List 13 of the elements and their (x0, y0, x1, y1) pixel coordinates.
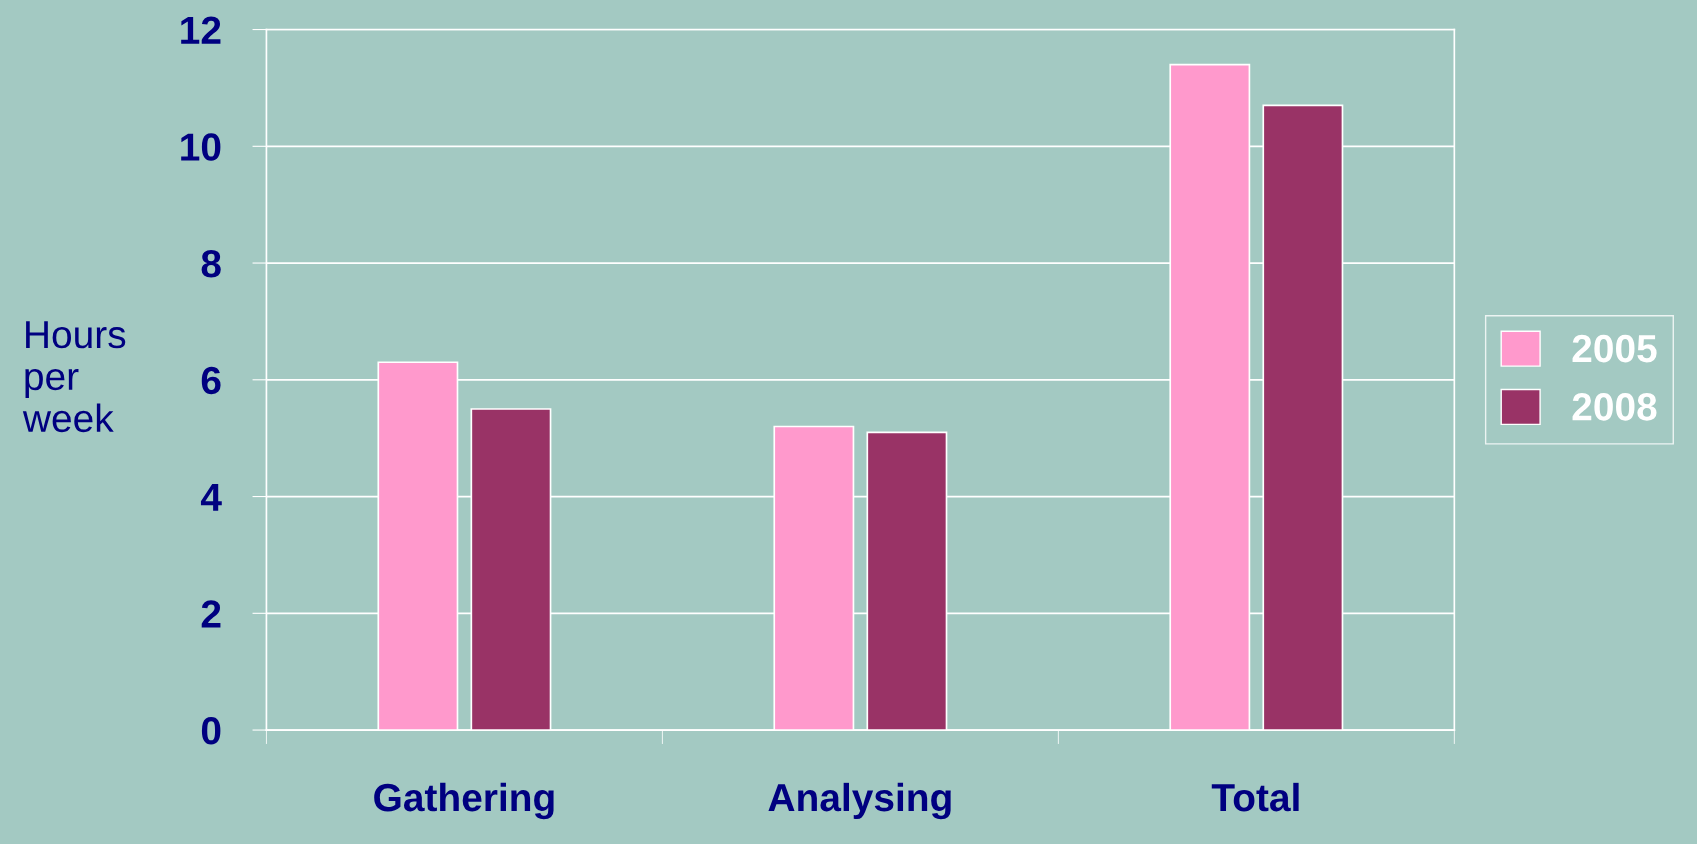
legend-label: 2005 (1572, 334, 1657, 363)
y-tick-label: 8 (201, 249, 221, 278)
y-tick-label: 2 (201, 600, 221, 628)
y-tick-label: 6 (201, 366, 221, 395)
legend-label: 2008 (1572, 393, 1657, 421)
y-tick-label: 12 (181, 16, 221, 44)
x-tick-label: Analysing (768, 782, 951, 820)
x-tick-label: Gathering (374, 782, 554, 820)
y-axis-title: Hours per week (22, 321, 126, 433)
y-tick-label: 0 (201, 717, 221, 745)
y-tick-label: 10 (181, 133, 221, 161)
y-tick-label: 4 (200, 483, 222, 511)
x-tick-label: Total (1211, 782, 1299, 812)
